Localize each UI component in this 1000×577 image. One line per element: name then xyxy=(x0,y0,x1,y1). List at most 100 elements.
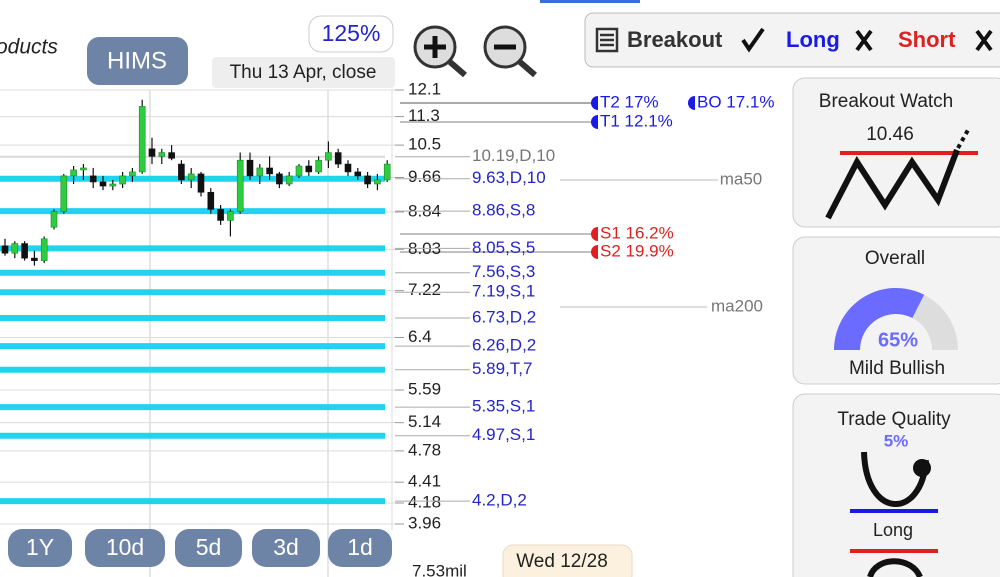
target-label: T1 12.1% xyxy=(600,111,673,130)
period-button[interactable]: 1Y xyxy=(8,529,72,567)
candle-body xyxy=(60,175,68,212)
period-label: 1Y xyxy=(26,534,54,560)
zoom-in[interactable] xyxy=(413,25,467,78)
zoom-level[interactable]: 125% xyxy=(308,15,394,53)
candle-body xyxy=(236,159,244,212)
period-buttons: 1Y 10d 5d 3d 1d xyxy=(8,529,392,567)
y-tick-label: 3.96 xyxy=(408,513,441,532)
period-button[interactable]: 3d xyxy=(252,529,320,567)
top-bar xyxy=(540,0,640,3)
target-label: T2 17% xyxy=(600,92,659,111)
level-label: 10.19,D,10 xyxy=(472,146,555,165)
gauge-value: 65% xyxy=(878,329,918,351)
candle-body xyxy=(383,163,391,181)
candle-body xyxy=(119,175,126,185)
symbol: HIMS xyxy=(107,47,167,74)
zigzag-tail xyxy=(956,129,970,149)
candle-body xyxy=(99,181,107,187)
y-tick-label: 6.4 xyxy=(408,327,432,346)
long-filter[interactable]: Long xyxy=(786,27,840,52)
list-icon xyxy=(595,27,619,53)
check-icon xyxy=(741,27,765,53)
panel-title: Breakout Watch xyxy=(819,91,953,112)
candle-body xyxy=(256,167,264,177)
symbol-button[interactable]: HIMS xyxy=(87,37,188,85)
date-label: Thu 13 Apr, close xyxy=(230,62,377,83)
candle-body xyxy=(1,245,9,254)
target-marker xyxy=(688,96,695,110)
candle-body xyxy=(158,152,166,157)
candle-body xyxy=(266,167,273,175)
zoom-text: 125% xyxy=(322,20,381,46)
short-filter[interactable]: Short xyxy=(898,27,956,52)
candle-body xyxy=(40,238,48,261)
period-button[interactable]: 1d xyxy=(328,529,392,567)
direction: Long xyxy=(873,520,913,540)
level-label: 8.05,S,5 xyxy=(472,238,535,257)
panel-bg xyxy=(792,393,1000,577)
candle-body xyxy=(207,191,215,210)
breakout-filter[interactable]: Breakout xyxy=(627,27,723,52)
period-button[interactable]: 5d xyxy=(175,529,242,567)
cap-icon xyxy=(867,558,923,577)
y-tick-label: 4.78 xyxy=(408,440,441,459)
period-button[interactable]: 10d xyxy=(85,529,165,567)
pill xyxy=(308,15,394,53)
breakout-watch-panel: Breakout Watch 10.46 xyxy=(792,77,1000,228)
y-tick-label: 5.14 xyxy=(408,412,441,431)
candle-body xyxy=(227,211,234,221)
candle-body xyxy=(354,171,362,177)
y-tick-label: 5.59 xyxy=(408,380,441,399)
date-bg xyxy=(502,544,633,577)
panel-title: Trade Quality xyxy=(837,409,951,430)
candle-body xyxy=(197,173,205,193)
cup-icon xyxy=(861,451,929,507)
gauge xyxy=(834,288,958,350)
panel-title: Overall xyxy=(865,248,925,269)
candle-body xyxy=(374,179,381,185)
candle-body xyxy=(21,243,28,259)
price-chart: 12.111.310.59.668.848.037.226.45.595.144… xyxy=(0,79,775,577)
zigzag-icon xyxy=(825,148,960,220)
button-bg xyxy=(252,529,320,567)
header-text: oducts xyxy=(0,36,58,59)
candle-body xyxy=(70,169,77,177)
candle-body xyxy=(11,243,19,254)
handle xyxy=(518,59,537,78)
candle-body xyxy=(295,165,303,177)
target-label: S2 19.9% xyxy=(600,241,674,260)
level-label: 6.26,D,2 xyxy=(472,336,536,355)
date-bg xyxy=(212,57,395,88)
level-label: 5.89,T,7 xyxy=(472,359,533,378)
period-label: 3d xyxy=(273,534,299,560)
candle-body xyxy=(148,148,156,157)
y-tick-label: 11.3 xyxy=(408,106,440,125)
rating: Mild Bullish xyxy=(849,358,945,379)
candle-body xyxy=(109,183,117,187)
x-icon xyxy=(975,29,993,52)
level-label: 6.73,D,2 xyxy=(472,307,536,326)
button-bg xyxy=(87,37,188,85)
period-label: 10d xyxy=(106,534,144,560)
period-label: 5d xyxy=(196,534,222,560)
overall-panel: Overall 65% Mild Bullish xyxy=(792,236,1000,385)
target-label: S1 16.2% xyxy=(600,223,674,242)
level-label: 4.97,S,1 xyxy=(472,425,535,444)
candle-body xyxy=(129,171,136,177)
y-tick-label: 4.18 xyxy=(408,492,441,511)
zoom-out[interactable] xyxy=(483,25,537,78)
button-bg xyxy=(8,529,72,567)
button-bg xyxy=(328,529,392,567)
level-label: 5.35,S,1 xyxy=(472,397,535,416)
target-label: BO 17.1% xyxy=(697,92,775,111)
toolbar: Breakout Long Short xyxy=(584,12,1000,68)
target-marker xyxy=(591,245,598,259)
period-label: 1d xyxy=(347,534,373,560)
target-marker xyxy=(591,115,598,129)
candle-body xyxy=(178,163,185,181)
level-label: 4.2,D,2 xyxy=(472,491,527,510)
handle xyxy=(448,59,467,78)
candle-body xyxy=(80,167,87,171)
x-icon xyxy=(855,29,873,52)
